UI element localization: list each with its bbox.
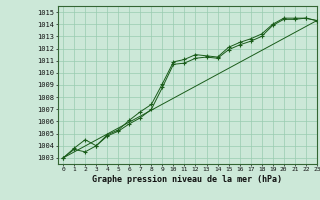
X-axis label: Graphe pression niveau de la mer (hPa): Graphe pression niveau de la mer (hPa) <box>92 175 282 184</box>
